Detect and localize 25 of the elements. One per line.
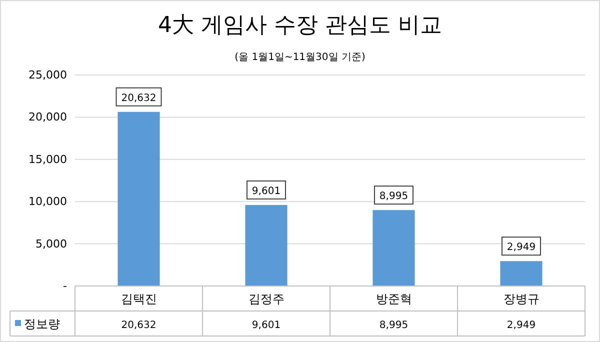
y-tick-label: 25,000 xyxy=(28,68,67,82)
y-tick-label: 5,000 xyxy=(36,237,67,250)
text: 2,949 xyxy=(506,242,536,254)
x-tick-label: 김정주 xyxy=(248,292,284,306)
data-label: 9,601 xyxy=(252,320,281,331)
chart-title: 4大 게임사 수장 관심도 비교 xyxy=(158,13,442,38)
y-tick-label: 20,000 xyxy=(28,110,67,124)
x-tick-label: 김택진 xyxy=(120,292,157,306)
text: 20,632 xyxy=(121,92,156,104)
y-tick-label: 10,000 xyxy=(28,195,67,208)
data-label: 20,632 xyxy=(121,320,156,331)
data-label: 8,995 xyxy=(379,320,408,331)
chart-subtitle: (올 1월1일~11월30일 기준) xyxy=(234,52,366,63)
y-tick-label: 15,000 xyxy=(28,152,67,166)
text: 8,995 xyxy=(379,191,408,202)
bar xyxy=(500,261,542,286)
x-tick-label: 방준혁 xyxy=(376,292,412,306)
legend-label: 정보량 xyxy=(24,317,60,331)
bar xyxy=(245,204,288,286)
bar xyxy=(118,112,160,286)
y-tick-label: - xyxy=(63,280,68,293)
bar xyxy=(372,210,415,286)
data-label: 2,949 xyxy=(506,320,536,331)
x-tick-label: 장병규 xyxy=(503,292,540,306)
text: 9,601 xyxy=(252,186,281,197)
